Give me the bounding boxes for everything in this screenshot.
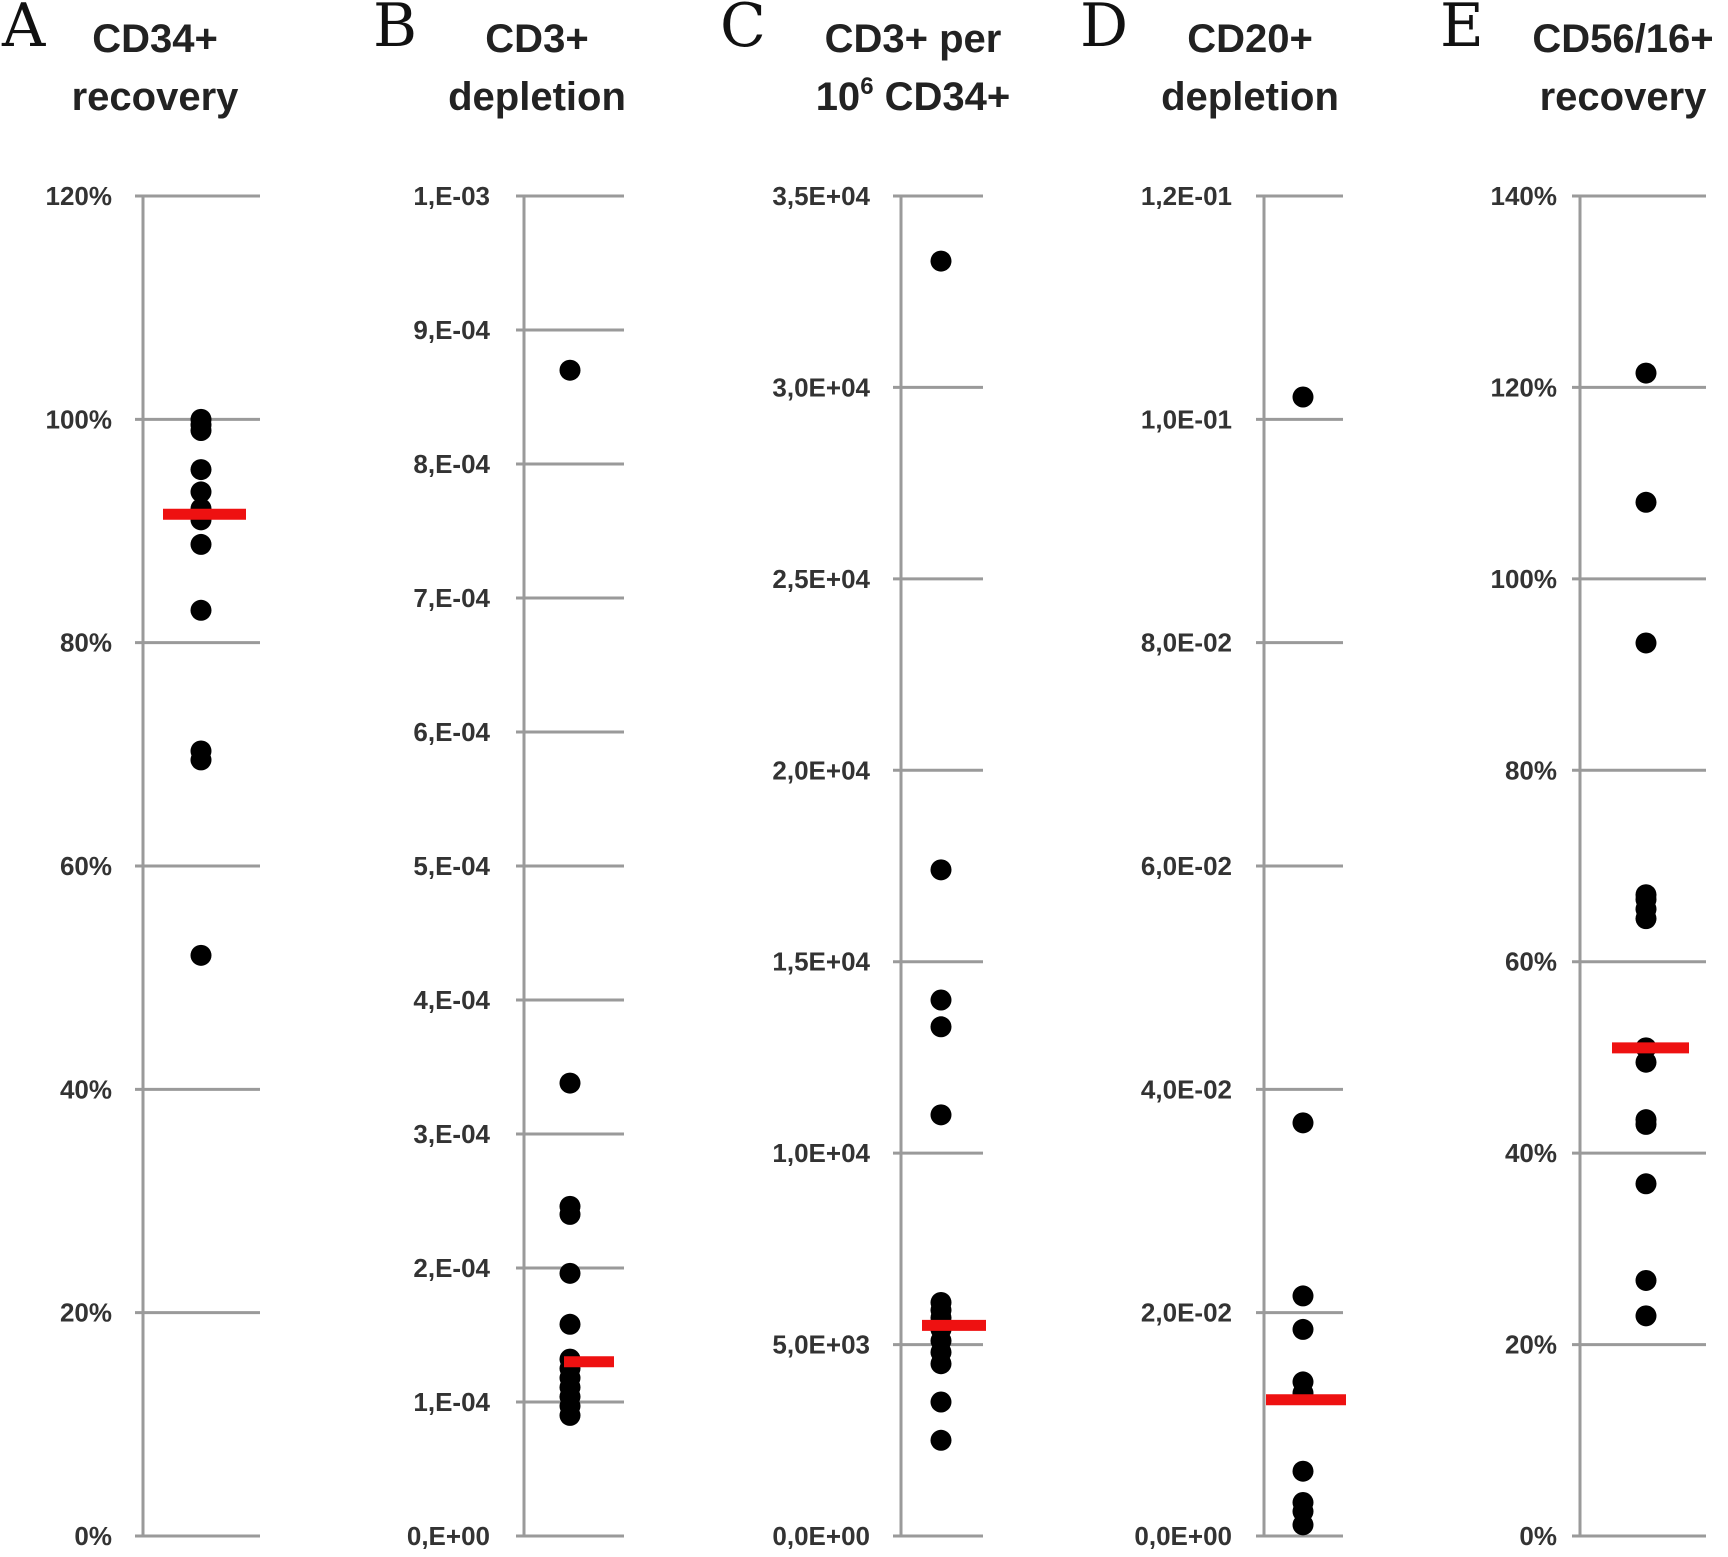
data-point [1635, 1305, 1657, 1327]
y-tick-label: 1,2E-01 [1141, 181, 1232, 211]
data-point [190, 420, 212, 441]
panel-letter: B [373, 0, 417, 61]
panel-title-line: depletion [448, 75, 626, 119]
y-tick-label: 100% [46, 404, 113, 434]
y-tick-label: 7,E-04 [413, 583, 490, 613]
y-tick-label: 120% [1491, 372, 1558, 402]
y-tick-label: 20% [60, 1298, 112, 1328]
data-point [1635, 491, 1657, 513]
y-tick-label: 0,0E+00 [772, 1521, 870, 1551]
data-point [1292, 1285, 1314, 1307]
panel-title-line: CD34+ [92, 17, 218, 61]
y-tick-label: 4,0E-02 [1141, 1074, 1232, 1104]
data-point [1292, 1460, 1314, 1482]
data-point [930, 989, 952, 1011]
data-point [1635, 908, 1657, 930]
y-tick-label: 0% [74, 1521, 112, 1551]
y-tick-label: 60% [1505, 947, 1557, 977]
data-point [930, 250, 952, 272]
y-tick-label: 0% [1519, 1521, 1557, 1551]
panel-letter: C [720, 0, 766, 61]
data-point [190, 533, 212, 555]
y-tick-label: 1,5E+04 [772, 947, 870, 977]
panel-letter: D [1080, 0, 1128, 61]
data-point [1635, 1051, 1657, 1073]
data-point [1292, 386, 1314, 408]
data-point [930, 1391, 952, 1413]
data-point [930, 1016, 952, 1038]
panel-letter: A [1, 0, 46, 61]
data-point [930, 1429, 952, 1451]
panel-title-line: 106 CD34+ [816, 73, 1011, 119]
data-point [559, 1313, 581, 1335]
data-point [930, 1104, 952, 1126]
data-point [1292, 1318, 1314, 1340]
data-point [190, 459, 212, 481]
data-point [190, 481, 212, 503]
y-tick-label: 4,E-04 [413, 985, 490, 1015]
panel-title-line: CD3+ per [825, 17, 1002, 61]
data-point [930, 859, 952, 881]
data-point [930, 1353, 952, 1375]
y-tick-label: 1,E-04 [413, 1387, 490, 1417]
y-tick-label: 2,E-04 [413, 1253, 490, 1283]
y-tick-label: 2,0E+04 [772, 755, 870, 785]
y-tick-label: 1,E-03 [413, 181, 490, 211]
panel-letter: E [1440, 0, 1484, 61]
y-tick-label: 40% [60, 1074, 112, 1104]
data-point [559, 1072, 581, 1094]
y-tick-label: 5,E-04 [413, 851, 490, 881]
data-point [1635, 632, 1657, 654]
y-tick-label: 0,0E+00 [1134, 1521, 1232, 1551]
y-tick-label: 60% [60, 851, 112, 881]
y-tick-label: 8,E-04 [413, 449, 490, 479]
data-point [1635, 362, 1657, 384]
y-tick-label: 2,0E-02 [1141, 1298, 1232, 1328]
data-point [190, 944, 212, 966]
data-point [1292, 1514, 1314, 1536]
y-tick-label: 80% [60, 628, 112, 658]
panel-title-line: CD3+ [485, 17, 588, 61]
data-point [190, 749, 212, 771]
y-tick-label: 6,E-04 [413, 717, 490, 747]
y-tick-label: 3,0E+04 [772, 372, 870, 402]
y-tick-label: 8,0E-02 [1141, 628, 1232, 658]
y-tick-label: 5,0E+03 [772, 1330, 870, 1360]
y-tick-label: 0,E+00 [407, 1521, 490, 1551]
data-point [1635, 1113, 1657, 1135]
panel-title-line: recovery [1540, 75, 1708, 119]
y-tick-label: 6,0E-02 [1141, 851, 1232, 881]
y-tick-label: 40% [1505, 1138, 1557, 1168]
data-point [1635, 1173, 1657, 1195]
y-tick-label: 9,E-04 [413, 315, 490, 345]
y-tick-label: 120% [46, 181, 113, 211]
y-tick-label: 20% [1505, 1330, 1557, 1360]
y-tick-label: 140% [1491, 181, 1558, 211]
data-point [559, 1203, 581, 1225]
y-tick-label: 80% [1505, 755, 1557, 785]
data-point [1292, 1112, 1314, 1134]
y-tick-label: 1,0E+04 [772, 1138, 870, 1168]
data-point [559, 359, 581, 381]
panel-title-line: depletion [1161, 75, 1339, 119]
y-tick-label: 1,0E-01 [1141, 404, 1232, 434]
data-point [559, 1262, 581, 1284]
y-tick-label: 3,5E+04 [772, 181, 870, 211]
y-tick-label: 2,5E+04 [772, 564, 870, 594]
y-tick-label: 3,E-04 [413, 1119, 490, 1149]
data-point [559, 1404, 581, 1426]
panel-title-line: recovery [72, 75, 240, 119]
panel-title-line: CD56/16+ [1532, 17, 1713, 61]
data-point [190, 599, 212, 621]
y-tick-label: 100% [1491, 564, 1558, 594]
panel-title-line: CD20+ [1187, 17, 1313, 61]
data-point [1635, 1269, 1657, 1291]
